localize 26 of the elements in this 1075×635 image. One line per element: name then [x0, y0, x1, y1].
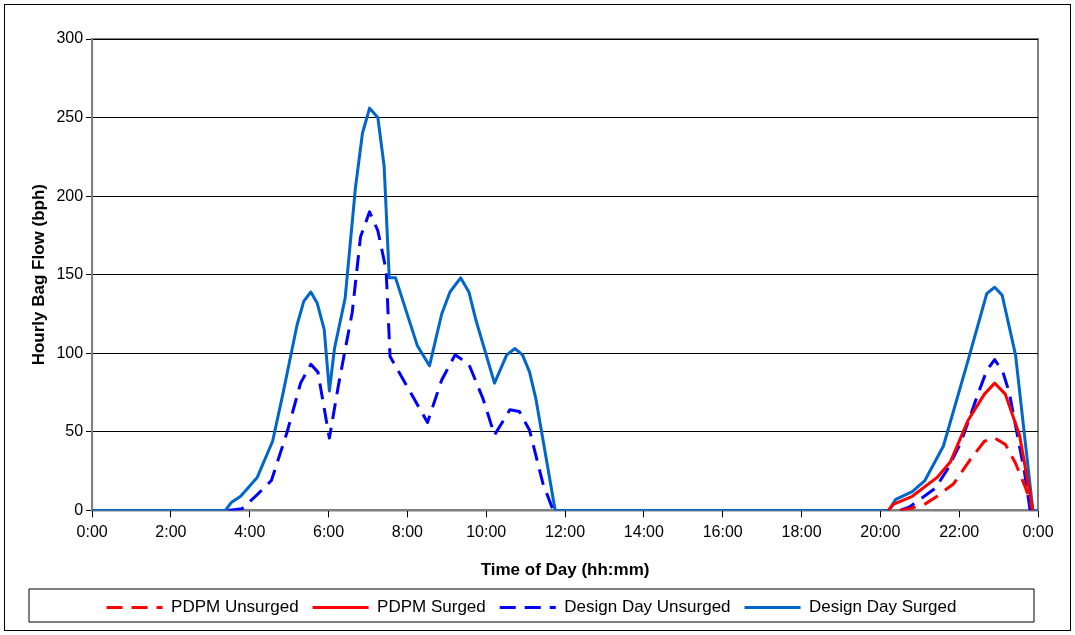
y-tick-label: 300 [56, 29, 84, 47]
legend-label: Design Day Unsurged [564, 597, 731, 617]
x-tick-label: 12:00 [545, 523, 586, 541]
x-tick-label: 0:00 [1022, 523, 1054, 541]
x-tick-label: 0:00 [76, 523, 108, 541]
x-tick-label: 14:00 [623, 523, 664, 541]
y-tick-label: 150 [56, 265, 84, 283]
legend-label: PDPM Unsurged [171, 597, 299, 617]
x-tick-label: 10:00 [466, 523, 507, 541]
x-tick-label: 4:00 [234, 523, 266, 541]
x-tick-label: 20:00 [860, 523, 901, 541]
x-tick-label: 16:00 [702, 523, 743, 541]
x-tick-label: 8:00 [391, 523, 424, 541]
legend-label: Design Day Surged [809, 597, 957, 617]
y-tick-label: 0 [74, 500, 84, 518]
y-tick-label: 250 [56, 107, 84, 125]
legend-label: PDPM Surged [377, 597, 486, 617]
y-tick-label: 100 [56, 343, 84, 361]
y-tick-label: 50 [65, 422, 84, 440]
x-tick-label: 2:00 [155, 523, 187, 541]
x-axis-title: Time of Day (hh:mm) [480, 560, 650, 580]
y-tick-label: 200 [56, 186, 84, 204]
x-tick-label: 18:00 [781, 523, 822, 541]
y-axis-title: Hourly Bag Flow (bph) [28, 184, 48, 366]
x-tick-label: 22:00 [939, 523, 980, 541]
x-tick-label: 6:00 [313, 523, 345, 541]
